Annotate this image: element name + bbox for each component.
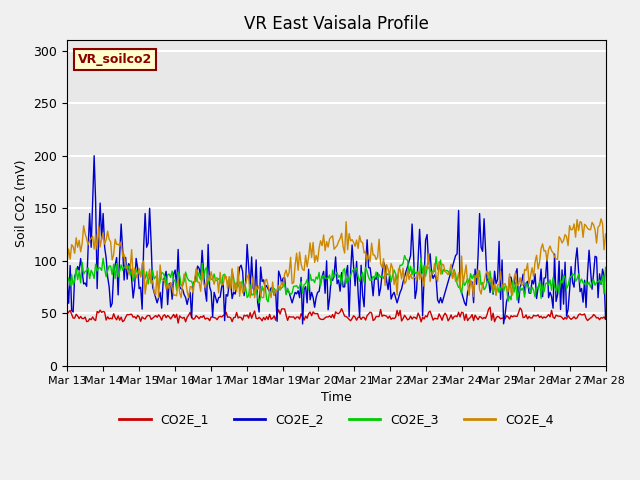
Line: CO2E_1: CO2E_1 — [67, 307, 605, 323]
CO2E_4 — [225, 274, 233, 279]
CO2E_1 — [252, 315, 260, 321]
CO2E_4 — [252, 284, 260, 289]
CO2E_2 — [243, 241, 251, 247]
CO2E_3 — [602, 264, 609, 270]
CO2E_1 — [486, 304, 494, 310]
CO2E_4 — [243, 275, 251, 280]
CO2E_4 — [573, 217, 581, 223]
CO2E_2 — [63, 281, 71, 287]
CO2E_2 — [252, 257, 260, 263]
CO2E_4 — [129, 275, 137, 280]
CO2E_4 — [155, 295, 163, 300]
CO2E_4 — [602, 231, 609, 237]
Title: VR East Vaisala Profile: VR East Vaisala Profile — [244, 15, 429, 33]
X-axis label: Time: Time — [321, 391, 352, 404]
CO2E_2 — [575, 268, 582, 274]
CO2E_4 — [300, 267, 308, 273]
CO2E_2 — [131, 283, 138, 289]
Y-axis label: Soil CO2 (mV): Soil CO2 (mV) — [15, 159, 28, 247]
CO2E_3 — [242, 284, 250, 290]
CO2E_3 — [255, 300, 263, 306]
CO2E_3 — [401, 252, 408, 258]
CO2E_1 — [575, 312, 582, 318]
Line: CO2E_4: CO2E_4 — [67, 219, 605, 298]
Legend: CO2E_1, CO2E_2, CO2E_3, CO2E_4: CO2E_1, CO2E_2, CO2E_3, CO2E_4 — [115, 408, 558, 432]
CO2E_3 — [129, 278, 137, 284]
Text: VR_soilco2: VR_soilco2 — [78, 53, 152, 66]
CO2E_3 — [251, 288, 259, 294]
CO2E_1 — [174, 320, 182, 326]
Line: CO2E_3: CO2E_3 — [67, 255, 605, 303]
CO2E_4 — [63, 258, 71, 264]
CO2E_1 — [243, 312, 251, 318]
CO2E_2 — [602, 316, 609, 322]
CO2E_1 — [300, 317, 308, 323]
CO2E_2 — [302, 284, 310, 289]
CO2E_2 — [299, 321, 307, 327]
CO2E_1 — [129, 314, 137, 320]
CO2E_2 — [90, 153, 98, 158]
Line: CO2E_2: CO2E_2 — [67, 156, 605, 324]
CO2E_3 — [575, 271, 582, 277]
CO2E_1 — [63, 312, 71, 317]
CO2E_1 — [602, 316, 609, 322]
CO2E_3 — [224, 280, 232, 286]
CO2E_3 — [63, 279, 71, 285]
CO2E_2 — [225, 282, 233, 288]
CO2E_1 — [225, 314, 233, 320]
CO2E_3 — [300, 282, 308, 288]
CO2E_4 — [597, 216, 605, 222]
